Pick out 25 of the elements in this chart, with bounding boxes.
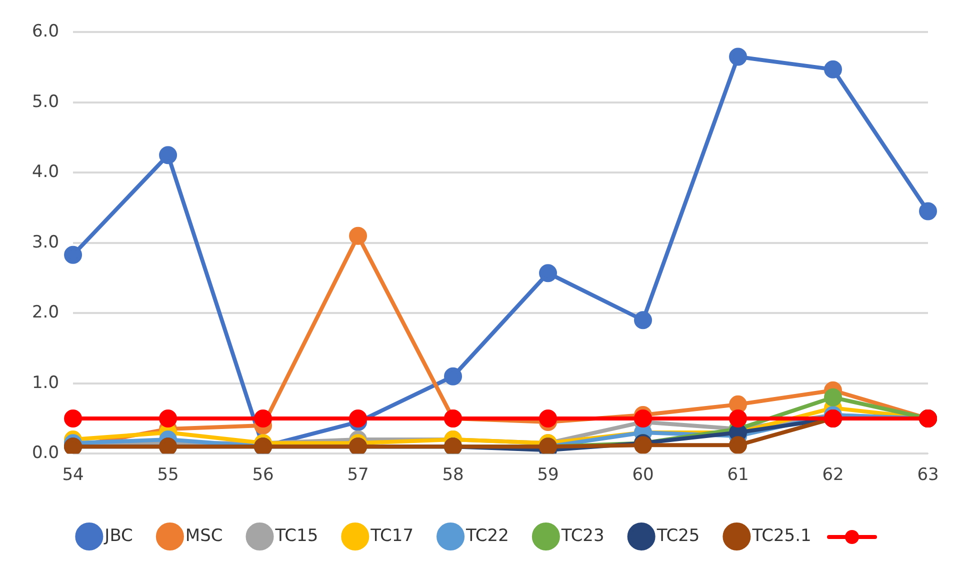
x-tick-label: 61 — [727, 465, 749, 486]
y-tick-label: 1.0 — [32, 372, 60, 393]
x-tick-label: 58 — [442, 465, 464, 486]
legend-label: TC15 — [274, 526, 318, 546]
legend-label: TC17 — [370, 526, 414, 546]
y-tick-label: 6.0 — [32, 22, 60, 42]
x-tick-label: 55 — [157, 465, 179, 486]
legend-label: TC22 — [465, 526, 509, 546]
x-tick-label: 60 — [632, 465, 654, 486]
legend-label: TC25 — [656, 526, 700, 546]
x-tick-label: 57 — [347, 465, 369, 486]
y-tick-label: 5.0 — [32, 92, 60, 112]
x-tick-label: 54 — [62, 465, 84, 486]
x-tick-label: 63 — [917, 465, 939, 486]
y-tick-label: 4.0 — [32, 162, 60, 182]
legend-label: MSC — [185, 526, 223, 546]
y-tick-label: 3.0 — [32, 232, 60, 252]
x-tick-label: 56 — [252, 465, 274, 486]
x-tick-label: 59 — [537, 465, 559, 486]
y-tick-label: 2.0 — [32, 302, 60, 323]
x-tick-label: 62 — [822, 465, 844, 486]
legend-label: TC23 — [560, 526, 604, 546]
legend-label: TC25.1 — [751, 526, 812, 546]
legend-label: JBC — [104, 526, 133, 546]
y-tick-label: 0.0 — [32, 443, 60, 464]
